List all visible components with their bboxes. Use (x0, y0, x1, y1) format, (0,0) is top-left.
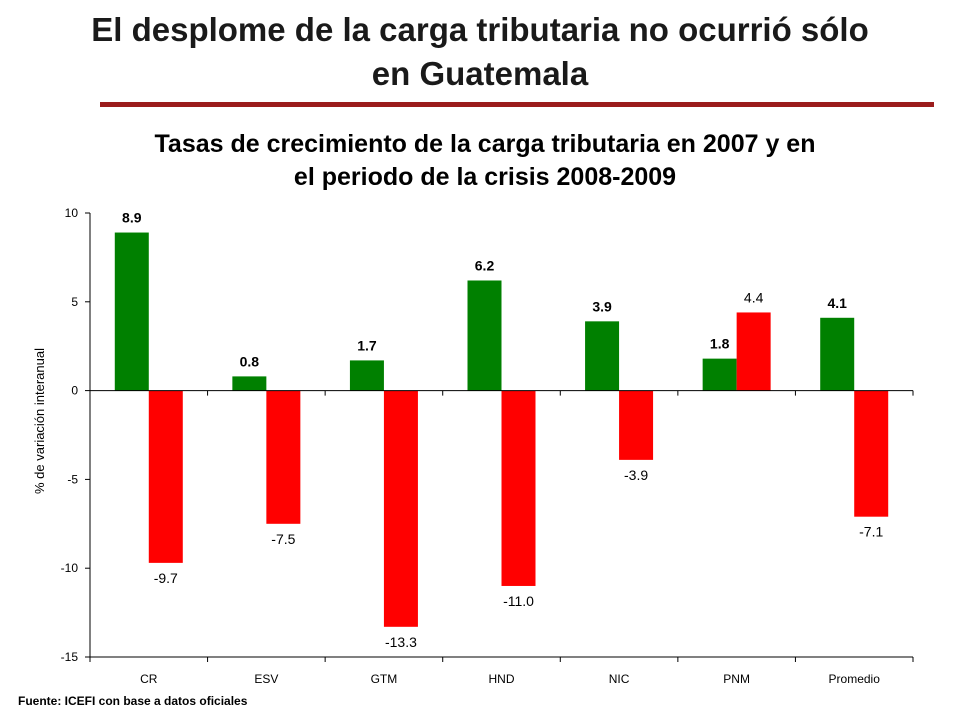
y-tick-label: 0 (71, 384, 78, 398)
bar-2007 (114, 232, 149, 391)
y-tick-label: -15 (61, 650, 79, 664)
data-label-2007: 4.1 (827, 295, 847, 311)
bar-chart: 10 5 0 -5 -10 -15 8.9 -9.7 CR 0.8 -7.5 ESV 1.7 -13.3 G… (32, 206, 914, 686)
data-label-crisis: -7.1 (859, 524, 883, 540)
data-label-2007: 3.9 (592, 298, 612, 314)
bar-2007 (349, 360, 384, 391)
category-label: GTM (371, 672, 398, 686)
bar-2007 (232, 376, 267, 391)
data-label-2007: 1.8 (710, 336, 730, 352)
category-label: HND (489, 672, 515, 686)
y-tick-label: 5 (71, 295, 78, 309)
bar-crisis-2008-2009 (736, 312, 771, 391)
data-label-2007: 6.2 (475, 257, 495, 273)
bar-crisis-2008-2009 (501, 390, 536, 586)
category-label: NIC (609, 672, 630, 686)
bar-2007 (702, 358, 737, 391)
data-label-crisis: 4.4 (744, 289, 764, 305)
bar-crisis-2008-2009 (266, 390, 301, 524)
bar-2007 (585, 321, 620, 391)
slide-title-line-1: El desplome de la carga tributaria no oc… (91, 11, 869, 48)
title-divider (100, 102, 934, 107)
bar-crisis-2008-2009 (619, 390, 654, 460)
data-label-2007: 0.8 (240, 353, 260, 369)
data-label-crisis: -9.7 (154, 570, 178, 586)
bar-crisis-2008-2009 (383, 390, 418, 627)
slide-title-line-2: en Guatemala (371, 55, 589, 92)
data-label-2007: 1.7 (357, 337, 377, 353)
source-note: Fuente: ICEFI con base a datos oficiales (18, 694, 248, 708)
bar-2007 (467, 280, 502, 391)
data-label-crisis: -13.3 (385, 634, 417, 650)
y-tick-label: -10 (61, 561, 79, 575)
category-label: PNM (723, 672, 750, 686)
chart-title-line-2: el periodo de la crisis 2008-2009 (293, 163, 677, 191)
slide-title: El desplome de la carga tributaria no oc… (0, 8, 960, 96)
chart-title: Tasas de crecimiento de la carga tributa… (0, 128, 960, 194)
bar-crisis-2008-2009 (854, 390, 889, 517)
bar-crisis-2008-2009 (148, 390, 183, 563)
y-tick-label: -5 (67, 472, 78, 486)
category-label: Promedio (829, 672, 881, 686)
category-label: CR (140, 672, 158, 686)
data-label-crisis: -7.5 (271, 531, 295, 547)
chart-title-line-1: Tasas de crecimiento de la carga tributa… (154, 130, 816, 158)
data-label-crisis: -11.0 (503, 593, 534, 609)
y-tick-label: 10 (65, 206, 79, 220)
y-axis-title: % de variación interanual (32, 348, 47, 494)
category-label: ESV (254, 672, 278, 686)
data-label-2007: 8.9 (122, 210, 142, 226)
bar-2007 (820, 317, 855, 391)
data-label-crisis: -3.9 (624, 467, 648, 483)
